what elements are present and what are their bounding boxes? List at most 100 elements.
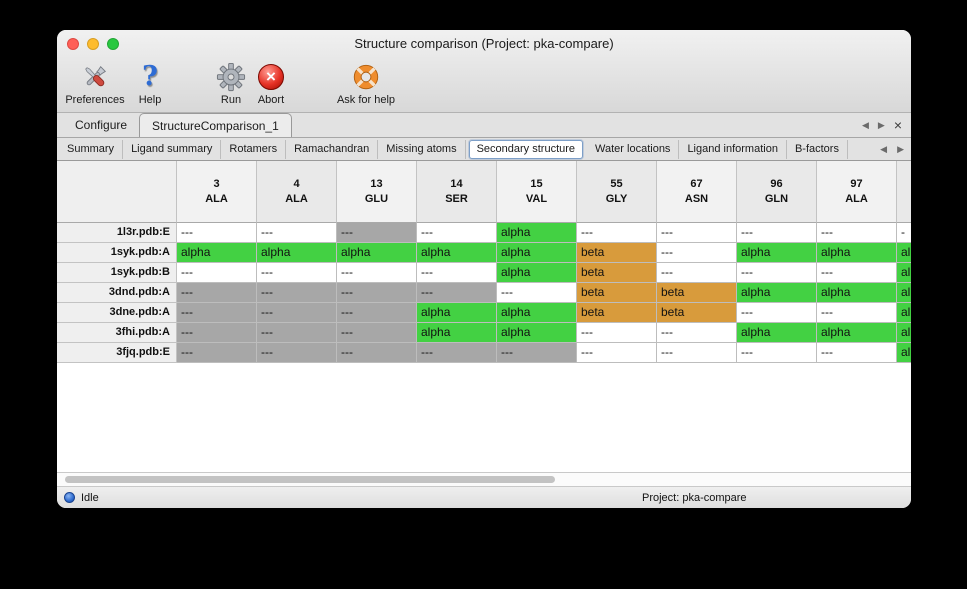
titlebar[interactable]: Structure comparison (Project: pka-compa…: [57, 30, 911, 58]
ss-cell-green: alpha: [737, 243, 817, 263]
ss-cell-gray: ---: [337, 283, 417, 303]
ss-cell-white: ---: [257, 263, 337, 283]
ss-cell-green: alpha: [257, 243, 337, 263]
ss-cell-gray: ---: [257, 343, 337, 363]
ss-cell-white: ---: [417, 263, 497, 283]
column-header-3-ala: 3 ALA: [177, 161, 257, 223]
window-chrome: Structure comparison (Project: pka-compa…: [57, 30, 911, 113]
ss-cell-green: alpha: [737, 283, 817, 303]
app-window: Structure comparison (Project: pka-compa…: [57, 30, 911, 508]
column-header-67-asn: 67 ASN: [657, 161, 737, 223]
ss-cell-green: alpha: [737, 323, 817, 343]
ss-cell-white: ---: [817, 343, 897, 363]
view-tab-water-locations[interactable]: Water locations: [587, 139, 680, 159]
view-tab-b-factors[interactable]: B-factors: [787, 139, 848, 159]
abort-icon: ×: [251, 61, 291, 93]
view-tab-ramachandran[interactable]: Ramachandran: [286, 139, 379, 159]
ss-cell-white: ---: [577, 223, 657, 243]
ss-cell-orange: beta: [657, 283, 737, 303]
tab-scroll-left-icon[interactable]: ◀: [861, 119, 869, 130]
table-row-1syk-pdb-a: 1syk.pdb:A alpha alpha alpha alpha alpha beta -…: [57, 243, 911, 263]
column-header-97-ala: 97 ALA: [817, 161, 897, 223]
ss-cell-green: alpha: [337, 243, 417, 263]
ss-cell-gray: ---: [497, 343, 577, 363]
table-row-3fjq-pdb-e: 3fjq.pdb:E --- --- --- --- --- --- --- --- --- al: [57, 343, 911, 363]
ss-cell-green: alpha: [497, 263, 577, 283]
toolbar-button-abort[interactable]: × Abort: [251, 61, 291, 106]
toolbar-button-help[interactable]: ? Help: [133, 61, 167, 107]
ss-cell-orange: beta: [657, 303, 737, 323]
column-header-clipped: [897, 161, 911, 223]
view-tab-nav: ◀ ▶: [880, 138, 904, 160]
question-mark-icon: ?: [142, 61, 158, 92]
row-label: 3fjq.pdb:E: [57, 343, 177, 363]
ss-cell-green: alpha: [417, 303, 497, 323]
doc-tab-configure[interactable]: Configure: [75, 118, 128, 132]
tab-scroll-right-icon[interactable]: ▶: [877, 119, 885, 130]
toolbar-button-label: Abort: [257, 94, 285, 106]
view-tab-missing-atoms[interactable]: Missing atoms: [378, 139, 466, 159]
table-row-3fhi-pdb-a: 3fhi.pdb:A --- --- --- alpha alpha --- --- alpha…: [57, 323, 911, 343]
toolbar-button-label: Preferences: [65, 94, 125, 106]
ss-cell-white: ---: [817, 263, 897, 283]
doc-tab-structurecomparison-1[interactable]: StructureComparison_1: [139, 113, 292, 137]
ss-cell-white: ---: [817, 303, 897, 323]
ss-cell-gray: ---: [417, 283, 497, 303]
zoom-window-button[interactable]: [107, 38, 119, 50]
row-label: 1syk.pdb:B: [57, 263, 177, 283]
horizontal-scrollbar[interactable]: [57, 472, 911, 487]
ss-cell-gray: ---: [177, 343, 257, 363]
view-tab-secondary-structure[interactable]: Secondary structure: [468, 139, 584, 159]
table-row-1l3r-pdb-e: 1l3r.pdb:E --- --- --- --- alpha --- --- --- --- -: [57, 223, 911, 243]
row-label: 1l3r.pdb:E: [57, 223, 177, 243]
ss-cell-gray: ---: [337, 223, 417, 243]
gear-icon: [216, 61, 246, 93]
ss-cell-orange: beta: [577, 303, 657, 323]
ss-cell-gray: ---: [337, 343, 417, 363]
ss-cell-white: ---: [577, 323, 657, 343]
toolbar-button-ask-for-help[interactable]: Ask for help: [332, 61, 400, 106]
column-header-15-val: 15 VAL: [497, 161, 577, 223]
view-tab-ligand-summary[interactable]: Ligand summary: [123, 139, 222, 159]
status-text: Idle: [81, 491, 99, 504]
ss-cell-green: alpha: [817, 243, 897, 263]
table-row-3dne-pdb-a: 3dne.pdb:A --- --- --- alpha alpha beta beta ---…: [57, 303, 911, 323]
table-corner-cell: [57, 161, 177, 223]
ss-cell-gray: ---: [177, 283, 257, 303]
ss-cell-green: alpha: [417, 243, 497, 263]
ss-cell-white: ---: [737, 223, 817, 243]
ss-cell-green: al: [897, 243, 911, 263]
toolbar-button-run[interactable]: Run: [216, 61, 246, 106]
document-tabbar: Configure StructureComparison_1 ◀ ▶ ×: [57, 113, 911, 138]
minimize-window-button[interactable]: [87, 38, 99, 50]
traffic-lights: [67, 38, 119, 50]
ss-cell-white: ---: [177, 263, 257, 283]
ss-cell-green: alpha: [497, 243, 577, 263]
ss-cell-white: ---: [657, 323, 737, 343]
ss-cell-gray: ---: [257, 323, 337, 343]
document-tabs: Configure StructureComparison_1: [63, 113, 292, 137]
scrollbar-thumb[interactable]: [65, 476, 555, 483]
toolbar-button-preferences[interactable]: Preferences: [62, 61, 128, 106]
table-header-row: 3 ALA 4 ALA 13 GLU 14 SER 15 VAL 55 GLY 67 ASN 96 GLN 97…: [57, 161, 911, 223]
column-header-13-glu: 13 GLU: [337, 161, 417, 223]
view-tab-scroll-left-icon[interactable]: ◀: [880, 143, 888, 154]
view-tab-ligand-information[interactable]: Ligand information: [679, 139, 787, 159]
view-tab-scroll-right-icon[interactable]: ▶: [897, 143, 904, 154]
ss-cell-green: alpha: [497, 323, 577, 343]
ss-cell-gray: ---: [417, 343, 497, 363]
column-header-96-gln: 96 GLN: [737, 161, 817, 223]
view-tab-rotamers[interactable]: Rotamers: [221, 139, 287, 159]
ss-cell-white: ---: [337, 263, 417, 283]
ss-cell-orange: beta: [577, 283, 657, 303]
ss-cell-white: ---: [657, 243, 737, 263]
tab-close-icon[interactable]: ×: [893, 117, 902, 133]
close-window-button[interactable]: [67, 38, 79, 50]
ss-cell-green: al: [897, 343, 911, 363]
toolbar-button-label: Help: [138, 94, 162, 106]
toolbar-button-label: Ask for help: [336, 94, 396, 106]
view-tab-summary[interactable]: Summary: [59, 139, 124, 159]
ss-cell-white: ---: [817, 223, 897, 243]
ss-cell-white: ---: [177, 223, 257, 243]
ss-cell-gray: ---: [257, 283, 337, 303]
